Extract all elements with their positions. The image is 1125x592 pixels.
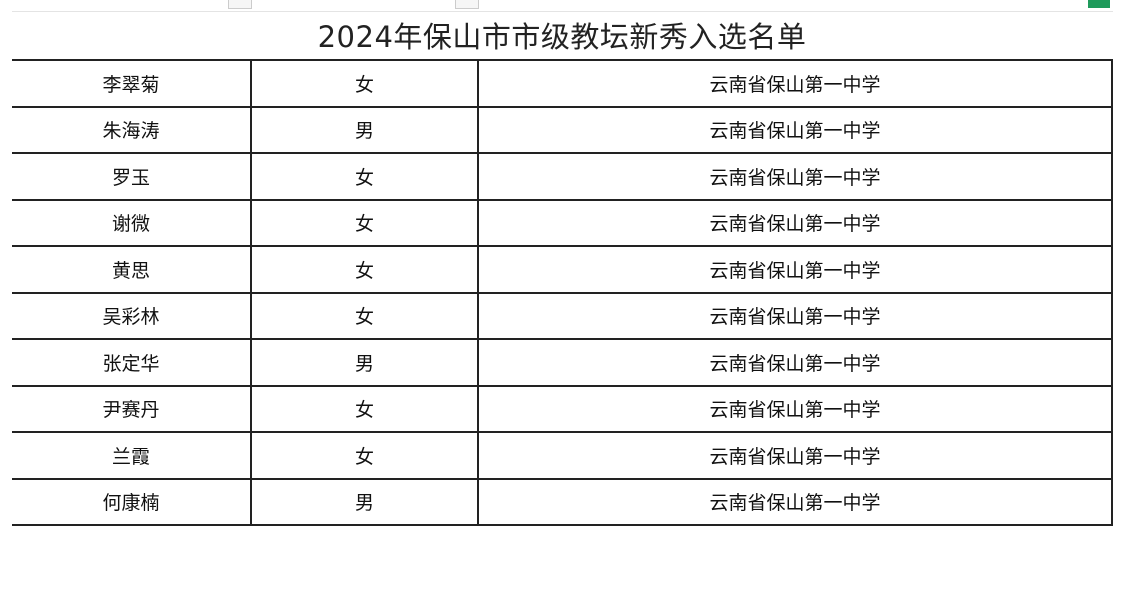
school-cell[interactable]: 云南省保山第一中学: [478, 152, 1113, 201]
table-row: 张定华男云南省保山第一中学: [12, 338, 1113, 387]
table-row: 谢微女云南省保山第一中学: [12, 198, 1113, 247]
name-cell[interactable]: 何康楠: [12, 477, 252, 526]
school-cell[interactable]: 云南省保山第一中学: [478, 245, 1113, 294]
table-row: 吴彩林女云南省保山第一中学: [12, 291, 1113, 340]
school-cell[interactable]: 云南省保山第一中学: [478, 477, 1113, 526]
name-cell[interactable]: 兰霞: [12, 431, 252, 480]
column-resize-handle[interactable]: [228, 0, 252, 9]
school-cell[interactable]: 云南省保山第一中学: [478, 431, 1113, 480]
gender-cell[interactable]: 女: [251, 245, 479, 294]
gender-cell[interactable]: 女: [251, 384, 479, 433]
school-cell[interactable]: 云南省保山第一中学: [478, 291, 1113, 340]
table-row: 兰霞女云南省保山第一中学: [12, 431, 1113, 480]
gender-cell[interactable]: 女: [251, 152, 479, 201]
name-cell[interactable]: 尹赛丹: [12, 384, 252, 433]
gender-cell[interactable]: 男: [251, 477, 479, 526]
gender-cell[interactable]: 女: [251, 431, 479, 480]
school-cell[interactable]: 云南省保山第一中学: [478, 59, 1113, 108]
gender-cell[interactable]: 女: [251, 198, 479, 247]
school-cell[interactable]: 云南省保山第一中学: [478, 384, 1113, 433]
school-cell[interactable]: 云南省保山第一中学: [478, 338, 1113, 387]
gender-cell[interactable]: 女: [251, 291, 479, 340]
table-row: 尹赛丹女云南省保山第一中学: [12, 384, 1113, 433]
school-cell[interactable]: 云南省保山第一中学: [478, 198, 1113, 247]
school-cell[interactable]: 云南省保山第一中学: [478, 105, 1113, 154]
gender-cell[interactable]: 女: [251, 59, 479, 108]
table-row: 黄思女云南省保山第一中学: [12, 245, 1113, 294]
gender-cell[interactable]: 男: [251, 338, 479, 387]
name-cell[interactable]: 罗玉: [12, 152, 252, 201]
name-cell[interactable]: 朱海涛: [12, 105, 252, 154]
table-row: 李翠菊女云南省保山第一中学: [12, 59, 1113, 108]
table-row: 罗玉女云南省保山第一中学: [12, 152, 1113, 201]
name-cell[interactable]: 谢微: [12, 198, 252, 247]
name-cell[interactable]: 吴彩林: [12, 291, 252, 340]
roster-table: 李翠菊女云南省保山第一中学 朱海涛男云南省保山第一中学 罗玉女云南省保山第一中学 谢微…: [12, 59, 1113, 526]
table-row: 朱海涛男云南省保山第一中学: [12, 105, 1113, 154]
cell-fill-handle-icon[interactable]: [1088, 0, 1110, 8]
column-resize-handle[interactable]: [455, 0, 479, 9]
name-cell[interactable]: 李翠菊: [12, 59, 252, 108]
table-row: 何康楠男云南省保山第一中学: [12, 477, 1113, 526]
divider: [12, 11, 1113, 12]
name-cell[interactable]: 张定华: [12, 338, 252, 387]
name-cell[interactable]: 黄思: [12, 245, 252, 294]
sheet-title: 2024年保山市市级教坛新秀入选名单: [317, 20, 807, 54]
gender-cell[interactable]: 男: [251, 105, 479, 154]
